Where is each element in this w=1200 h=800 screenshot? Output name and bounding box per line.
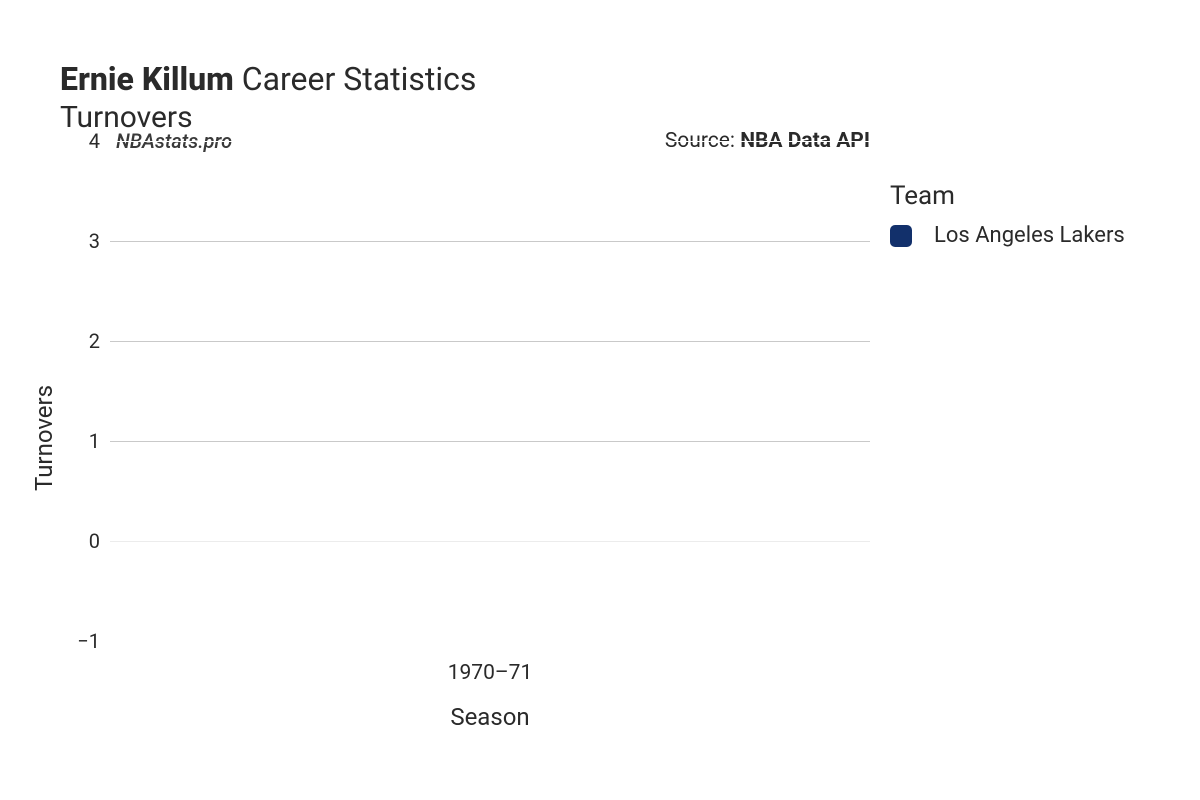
gridline xyxy=(110,641,870,642)
y-tick-label: 4 xyxy=(60,129,100,153)
gridline xyxy=(110,341,870,342)
gridline xyxy=(110,241,870,242)
gridline xyxy=(110,141,870,142)
y-tick-label: −1 xyxy=(60,629,100,653)
player-name: Ernie Killum xyxy=(60,60,234,98)
y-axis-title: Turnovers xyxy=(30,385,58,491)
legend-item-label: Los Angeles Lakers xyxy=(934,223,1125,248)
plot-area: NBAstats.pro Source: NBA Data API −10123… xyxy=(60,141,870,641)
chart-container: Ernie Killum Career Statistics Turnovers… xyxy=(0,0,1200,800)
title-suffix: Career Statistics xyxy=(234,60,477,98)
y-tick-label: 2 xyxy=(60,329,100,353)
y-tick-label: 3 xyxy=(60,229,100,253)
x-tick-label: 1970–71 xyxy=(448,661,533,685)
gridline xyxy=(110,541,870,542)
legend-item: Los Angeles Lakers xyxy=(890,223,1125,248)
y-tick-label: 0 xyxy=(60,529,100,553)
legend-swatch xyxy=(890,225,912,247)
plot-row: Turnovers NBAstats.pro Source: NBA Data … xyxy=(60,141,1180,641)
plot-outer: Turnovers NBAstats.pro Source: NBA Data … xyxy=(60,141,870,641)
legend-title: Team xyxy=(890,181,1125,211)
x-axis-title: Season xyxy=(450,703,529,731)
y-tick-label: 1 xyxy=(60,429,100,453)
chart-title-block: Ernie Killum Career Statistics Turnovers xyxy=(60,60,1180,135)
legend: Team Los Angeles Lakers xyxy=(890,141,1125,248)
gridline xyxy=(110,441,870,442)
chart-title: Ernie Killum Career Statistics xyxy=(60,60,1180,98)
